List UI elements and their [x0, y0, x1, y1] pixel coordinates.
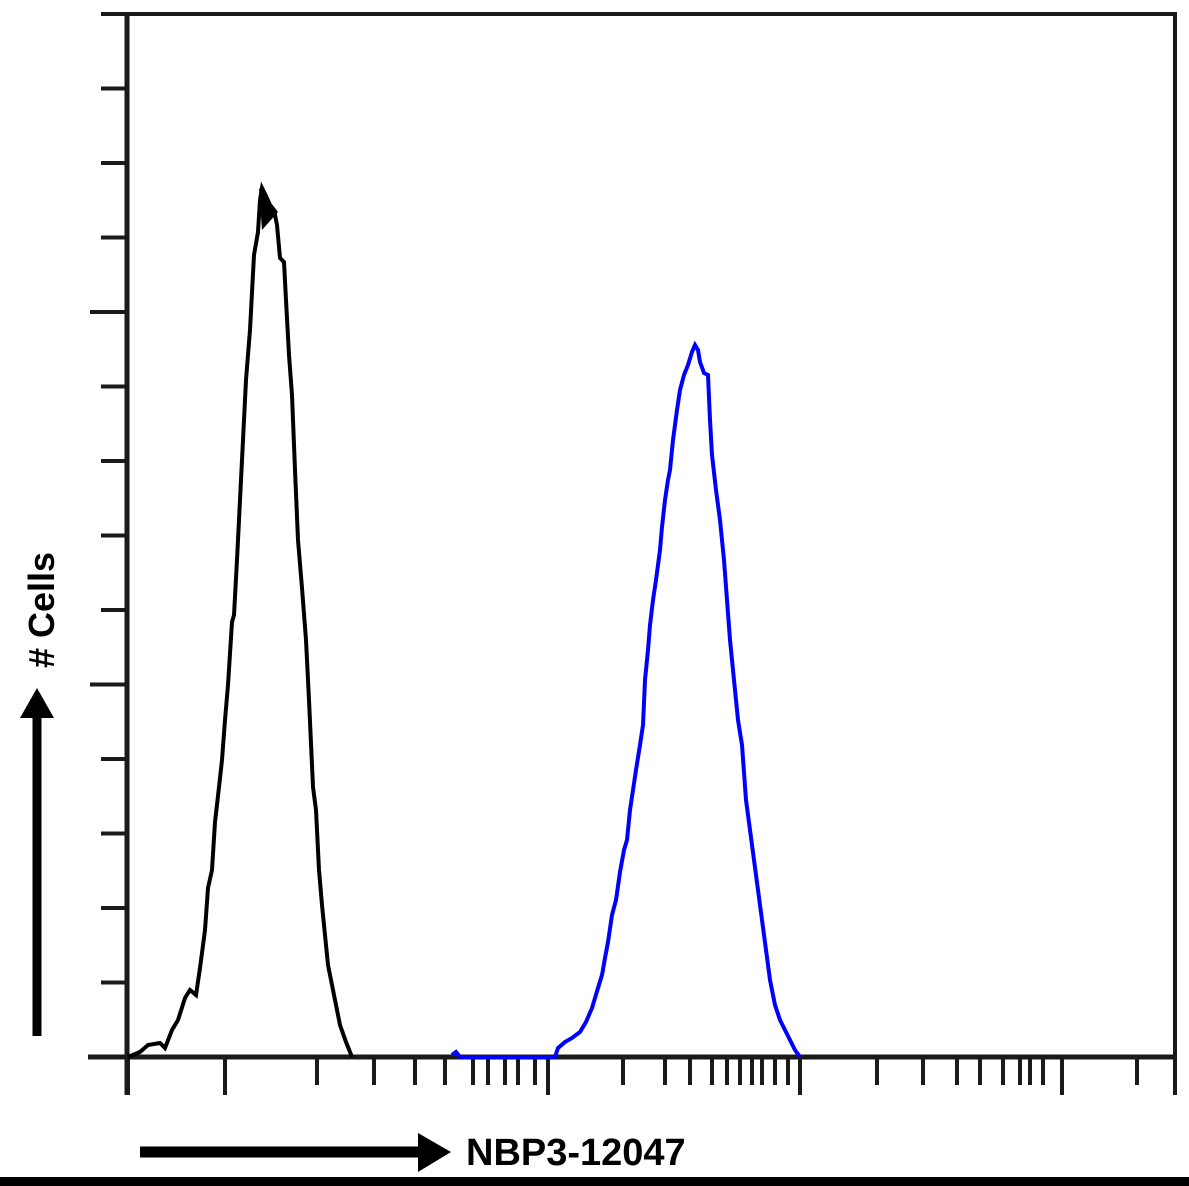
control-histogram-curve	[127, 181, 354, 1059]
y-axis-label: # Cells	[21, 552, 62, 668]
stained-histogram-curve	[450, 340, 802, 1059]
bottom-border-bar	[0, 1177, 1189, 1186]
y-axis-arrow-icon	[20, 688, 54, 718]
control-peak-marker	[259, 188, 278, 230]
x-axis-label: NBP3-12047	[466, 1132, 686, 1174]
x-axis-label-group: NBP3-12047	[140, 1132, 686, 1174]
x-axis-arrow-icon	[418, 1133, 451, 1172]
y-axis-ticks	[90, 12, 127, 1059]
x-axis-ticks	[126, 1057, 1177, 1095]
plot-frame	[88, 12, 1177, 1095]
y-axis-label-group: # Cells	[20, 552, 62, 1036]
